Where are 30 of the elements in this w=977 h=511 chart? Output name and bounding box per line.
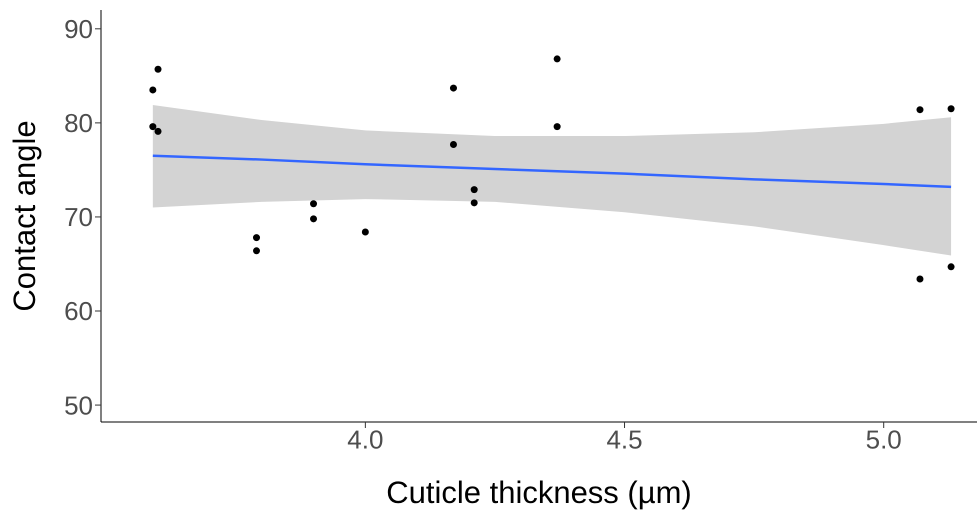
point bbox=[310, 200, 318, 208]
y-axis-title: Contact angle bbox=[7, 120, 42, 312]
point bbox=[916, 106, 924, 114]
point bbox=[154, 128, 162, 135]
point bbox=[310, 215, 318, 222]
y-tick-label: 60 bbox=[64, 296, 93, 326]
point bbox=[916, 276, 924, 283]
x-tick-label: 5.0 bbox=[866, 424, 902, 454]
point bbox=[450, 141, 457, 148]
point bbox=[450, 84, 457, 92]
point bbox=[554, 55, 561, 62]
y-tick-label: 80 bbox=[64, 108, 93, 138]
point bbox=[149, 123, 156, 130]
x-tick-label: 4.5 bbox=[606, 424, 643, 454]
point bbox=[470, 186, 478, 194]
y-tick-label: 50 bbox=[64, 390, 93, 420]
x-tick-label: 4.0 bbox=[347, 424, 384, 454]
point bbox=[948, 263, 955, 270]
point bbox=[253, 234, 260, 242]
point bbox=[554, 123, 561, 130]
point bbox=[362, 228, 369, 236]
point bbox=[948, 105, 955, 112]
x-axis-title: Cuticle thickness (µm) bbox=[386, 475, 692, 510]
line-series bbox=[152, 154, 952, 188]
y-tick-label: 70 bbox=[64, 202, 93, 232]
point bbox=[253, 247, 260, 254]
point bbox=[154, 66, 162, 73]
point bbox=[149, 86, 156, 94]
point bbox=[470, 199, 478, 206]
y-tick-label: 90 bbox=[64, 14, 93, 44]
